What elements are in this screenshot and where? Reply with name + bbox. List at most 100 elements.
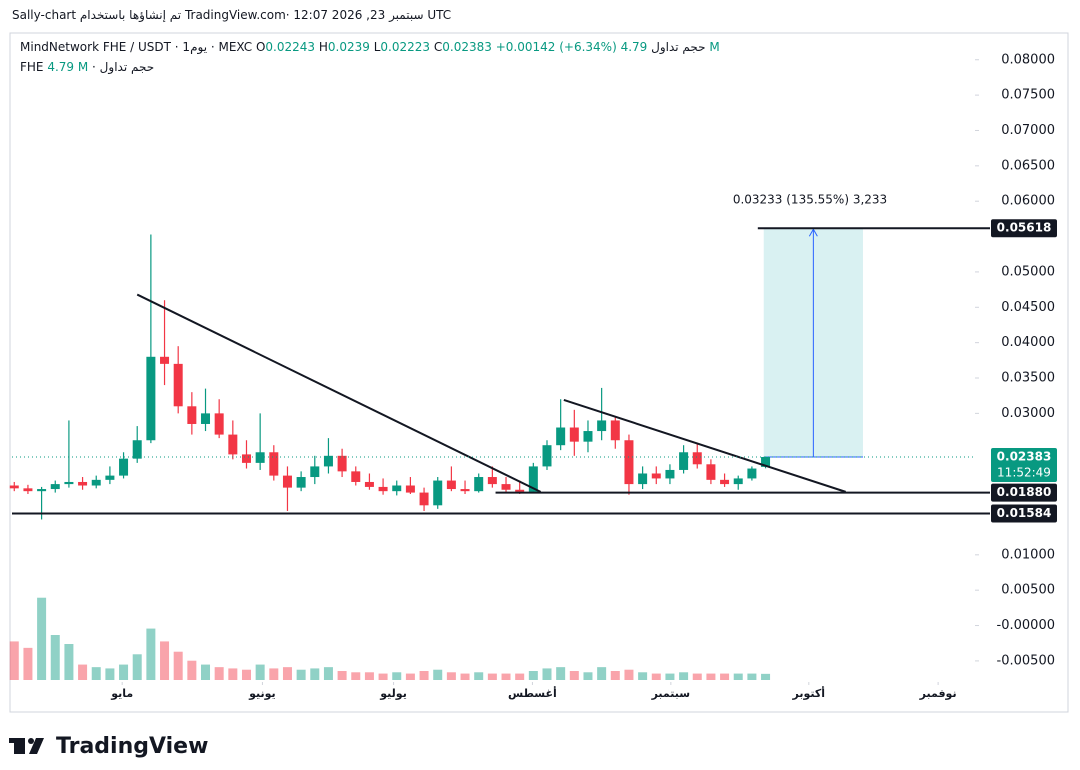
volume-bar bbox=[64, 644, 74, 680]
volume-bar bbox=[515, 673, 525, 680]
volume-title: حجم تداول bbox=[651, 40, 706, 54]
volume-bar bbox=[105, 668, 115, 680]
volume-bar bbox=[665, 673, 675, 680]
y-tick-label: 0.00500 bbox=[1001, 583, 1055, 598]
candle-body bbox=[501, 484, 511, 490]
candle-body bbox=[665, 469, 675, 479]
candle-body bbox=[255, 452, 265, 463]
candle-body bbox=[351, 471, 361, 482]
candle-body bbox=[761, 457, 771, 467]
volume-bar bbox=[228, 668, 238, 680]
last-price-box bbox=[991, 448, 1057, 483]
volume-bar bbox=[119, 664, 129, 680]
candle-body bbox=[706, 464, 716, 480]
volume-bar bbox=[747, 673, 757, 680]
volume-bar bbox=[364, 672, 374, 680]
candle-body bbox=[651, 473, 661, 479]
y-tick-label: 0.06000 bbox=[1001, 194, 1055, 209]
footer-brand: TradingView bbox=[56, 734, 208, 759]
volume-header: حجم تداول · FHE 4.79 M bbox=[20, 60, 154, 74]
candle-body bbox=[460, 489, 470, 492]
y-tick-label: 0.03500 bbox=[1001, 371, 1055, 386]
candle-body bbox=[542, 445, 552, 467]
candle-body bbox=[160, 356, 170, 364]
last-price-label: 0.02383 bbox=[997, 450, 1052, 464]
ohlc-letter: H bbox=[318, 40, 328, 54]
y-tick-label: 0.08000 bbox=[1001, 52, 1055, 67]
volume-bar bbox=[23, 647, 33, 680]
volume-bar bbox=[78, 664, 88, 680]
volume-bar bbox=[9, 641, 19, 680]
symbol-header: MindNetwork FHE / USDT · 1يوم · MEXC O0.… bbox=[20, 40, 720, 54]
countdown-label: 11:52:49 bbox=[997, 466, 1051, 480]
candle-body bbox=[446, 480, 456, 490]
volume-bar bbox=[720, 673, 730, 680]
y-tick-label: -0.00500 bbox=[997, 653, 1055, 668]
candle-body bbox=[50, 484, 60, 490]
candle-body bbox=[173, 363, 183, 407]
candle-body bbox=[733, 478, 743, 485]
volume-bar bbox=[610, 671, 620, 680]
volume-bar bbox=[160, 641, 170, 680]
x-tick-label: أغسطس bbox=[508, 686, 557, 700]
volume-value: 4.79 M bbox=[620, 40, 720, 54]
x-tick-label: يوليو bbox=[379, 687, 407, 700]
volume-bar bbox=[173, 651, 183, 680]
volume-bar bbox=[405, 673, 415, 680]
candle-body bbox=[78, 481, 88, 486]
candle-body bbox=[64, 481, 74, 485]
volume-bar bbox=[241, 669, 251, 680]
candle-body bbox=[433, 480, 443, 506]
candle-body bbox=[624, 440, 634, 485]
candle-body bbox=[214, 413, 224, 435]
trendline bbox=[563, 398, 846, 493]
volume-bar bbox=[187, 660, 197, 680]
volume-bar bbox=[310, 668, 320, 680]
candle-body bbox=[515, 489, 525, 492]
volume-bar bbox=[255, 664, 265, 680]
volume-bar bbox=[351, 672, 361, 680]
x-tick-label: يونيو bbox=[248, 687, 276, 700]
candle-body bbox=[228, 434, 238, 455]
volume-bar bbox=[433, 669, 443, 680]
candle-body bbox=[405, 485, 415, 493]
ohlc-value: 0.02243 bbox=[265, 40, 316, 54]
candle-body bbox=[37, 489, 47, 492]
ohlc-value: 0.02383 bbox=[442, 40, 492, 54]
volume-bar bbox=[706, 673, 716, 680]
candle-body bbox=[201, 413, 211, 424]
y-tick-label: 0.06500 bbox=[1001, 158, 1055, 173]
volume-bar bbox=[597, 667, 607, 680]
candle-body bbox=[310, 466, 320, 478]
y-tick-label: 0.04000 bbox=[1001, 335, 1055, 350]
candle-body bbox=[337, 455, 347, 472]
candle-body bbox=[146, 356, 156, 441]
candle-body bbox=[692, 452, 702, 465]
candle-body bbox=[364, 481, 374, 487]
trendline bbox=[136, 293, 542, 493]
level-label: 0.01584 bbox=[997, 506, 1052, 520]
volume-bar bbox=[378, 673, 388, 680]
level-box bbox=[991, 504, 1057, 523]
x-tick-label: سبتمبر bbox=[651, 687, 691, 700]
footer-logo bbox=[9, 738, 44, 754]
candle-body bbox=[556, 427, 566, 446]
volume-bar bbox=[638, 672, 648, 680]
volume-pane-value: 4.79 M bbox=[47, 60, 89, 74]
candle-body bbox=[528, 466, 538, 492]
measure-label: 0.03233 (135.55%) 3,233 bbox=[733, 193, 887, 207]
candle-body bbox=[269, 452, 279, 476]
y-tick-label: 0.01000 bbox=[1001, 547, 1055, 562]
candle-body bbox=[9, 485, 19, 489]
ohlc-value: 0.02223 bbox=[380, 40, 431, 54]
y-tick-label: 0.07500 bbox=[1001, 88, 1055, 103]
ohlc-value: 0.0239 bbox=[327, 40, 370, 54]
volume-bar bbox=[446, 672, 456, 680]
candle-body bbox=[392, 485, 402, 492]
candle-body bbox=[638, 473, 648, 485]
candle-body bbox=[583, 431, 593, 442]
volume-bar bbox=[583, 672, 593, 680]
volume-pane-title: حجم تداول · FHE bbox=[20, 60, 155, 74]
x-tick-label: نوفمبر bbox=[919, 687, 957, 700]
